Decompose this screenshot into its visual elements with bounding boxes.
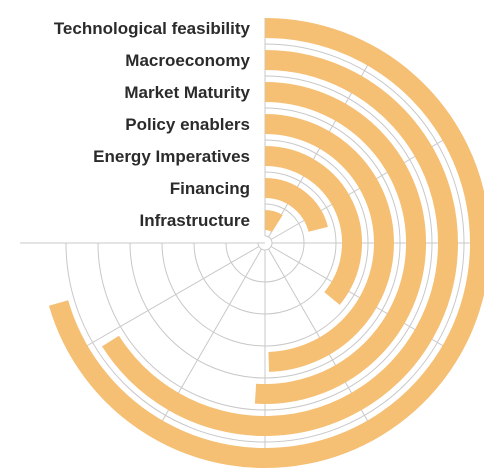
- grid-circle: [97, 75, 433, 411]
- grid-spoke: [69, 246, 260, 356]
- grid-circle: [161, 139, 369, 347]
- chart-labels: Technological feasibility Macroeconomy Mar…: [54, 19, 251, 230]
- grid-circle: [193, 171, 337, 315]
- bar-technological-feasibility: [48, 18, 484, 468]
- bar-infrastructure: [264, 210, 283, 233]
- bar-energy-imperatives: [264, 146, 362, 305]
- label-infrastructure: Infrastructure: [139, 211, 250, 230]
- label-technological-feasibility: Technological feasibility: [54, 19, 251, 38]
- label-market-maturity: Market Maturity: [124, 83, 250, 102]
- bar-policy-enablers: [264, 114, 394, 372]
- label-financing: Financing: [170, 179, 250, 198]
- grid-circle: [65, 43, 465, 443]
- label-macroeconomy: Macroeconomy: [125, 51, 250, 70]
- grid-circle: [225, 203, 305, 283]
- chart-bars: [48, 18, 484, 468]
- label-energy-imperatives: Energy Imperatives: [93, 147, 250, 166]
- grid-circle: [257, 235, 273, 251]
- bar-market-maturity: [254, 82, 426, 404]
- label-policy-enablers: Policy enablers: [125, 115, 250, 134]
- grid-circle: [129, 107, 401, 379]
- bar-financing: [264, 178, 328, 233]
- bar-macroeconomy: [102, 50, 458, 436]
